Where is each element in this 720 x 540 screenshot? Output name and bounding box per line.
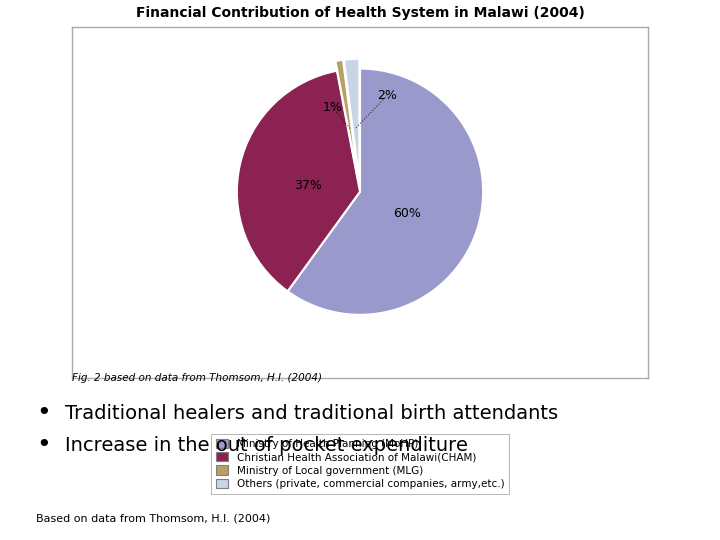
Text: Increase in the out of pocket expenditure: Increase in the out of pocket expenditur… xyxy=(65,436,468,455)
Text: 60%: 60% xyxy=(393,207,420,220)
Text: •: • xyxy=(36,434,50,457)
Wedge shape xyxy=(344,59,359,182)
Text: 1%: 1% xyxy=(323,102,343,114)
Wedge shape xyxy=(237,71,360,291)
Text: 2%: 2% xyxy=(377,89,397,102)
Legend: Ministry of Health Planning (MoHP), Christian Health Association of Malawi(CHAM): Ministry of Health Planning (MoHP), Chri… xyxy=(210,434,510,494)
Text: Traditional healers and traditional birth attendants: Traditional healers and traditional birt… xyxy=(65,403,558,423)
Text: Fig. 2 based on data from Thomsom, H.I. (2004): Fig. 2 based on data from Thomsom, H.I. … xyxy=(72,373,322,383)
Wedge shape xyxy=(336,60,359,182)
Title: Financial Contribution of Health System in Malawi (2004): Financial Contribution of Health System … xyxy=(135,6,585,20)
Text: Based on data from Thomsom, H.I. (2004): Based on data from Thomsom, H.I. (2004) xyxy=(36,514,271,523)
Text: •: • xyxy=(36,401,50,425)
Wedge shape xyxy=(287,69,483,315)
Text: 37%: 37% xyxy=(294,179,323,192)
